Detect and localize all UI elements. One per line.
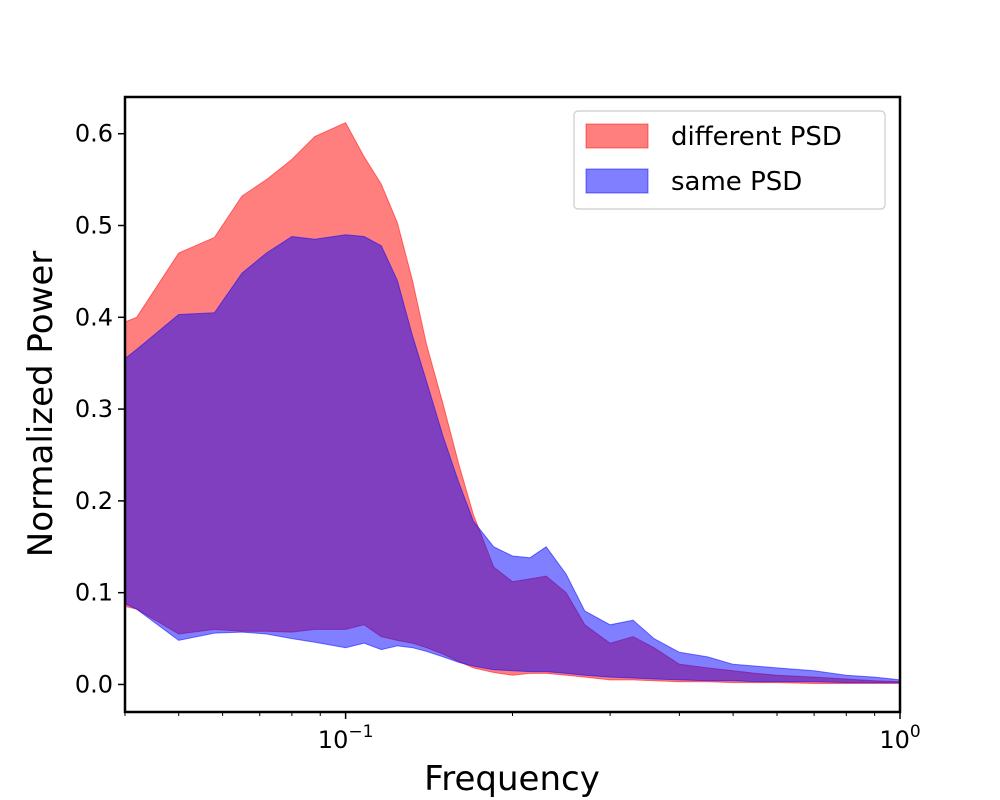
legend-label-different-psd: different PSD — [671, 122, 842, 152]
x-tick-label: 10−1 — [318, 722, 374, 754]
y-axis: 0.0 0.1 0.2 0.3 0.4 0.5 0.6 — [75, 120, 125, 698]
y-tick-label: 0.4 — [75, 303, 113, 331]
y-tick-label: 0.0 — [75, 670, 113, 698]
y-tick-label: 0.3 — [75, 395, 113, 423]
legend-label-same-psd: same PSD — [671, 167, 802, 197]
area-series-group — [125, 122, 900, 684]
y-tick-label: 0.1 — [75, 579, 113, 607]
area-same-psd — [125, 234, 900, 684]
y-tick-label: 0.6 — [75, 120, 113, 148]
y-axis-title: Normalized Power — [21, 251, 61, 557]
legend-box — [573, 110, 886, 210]
legend: different PSD same PSD — [573, 110, 886, 210]
legend-swatch-same-psd — [585, 168, 649, 194]
x-axis: 10−1 100 — [124, 712, 921, 754]
y-tick-label: 0.2 — [75, 487, 113, 515]
legend-swatch-different-psd — [585, 123, 649, 149]
x-axis-title: Frequency — [424, 759, 600, 799]
x-tick-label: 100 — [879, 722, 920, 754]
y-tick-label: 0.5 — [75, 212, 113, 240]
